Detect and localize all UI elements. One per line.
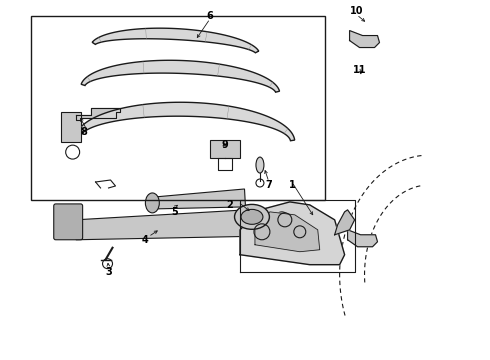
Polygon shape [240,202,344,265]
Bar [31,15,325,200]
Polygon shape [335,210,355,235]
Text: 3: 3 [105,267,112,276]
FancyBboxPatch shape [54,204,83,240]
Polygon shape [75,108,121,120]
Text: 9: 9 [221,140,228,150]
Ellipse shape [274,212,290,232]
Polygon shape [155,189,245,209]
Polygon shape [255,212,319,252]
Ellipse shape [256,157,264,173]
Ellipse shape [235,204,270,229]
Text: 2: 2 [227,200,233,210]
Text: 11: 11 [353,66,367,76]
Bar [210,140,240,158]
Polygon shape [75,208,280,240]
Text: 7: 7 [266,180,272,190]
Ellipse shape [146,193,159,213]
Text: 8: 8 [80,127,87,137]
Text: 6: 6 [207,11,214,21]
Polygon shape [92,28,259,53]
Bar [61,112,81,142]
Text: 1: 1 [289,180,295,190]
Polygon shape [347,230,377,247]
Polygon shape [349,31,379,48]
Ellipse shape [241,210,263,224]
Text: 4: 4 [142,235,149,245]
Polygon shape [76,102,294,141]
Polygon shape [81,60,279,92]
Text: 10: 10 [350,6,363,15]
Text: 5: 5 [171,207,178,217]
